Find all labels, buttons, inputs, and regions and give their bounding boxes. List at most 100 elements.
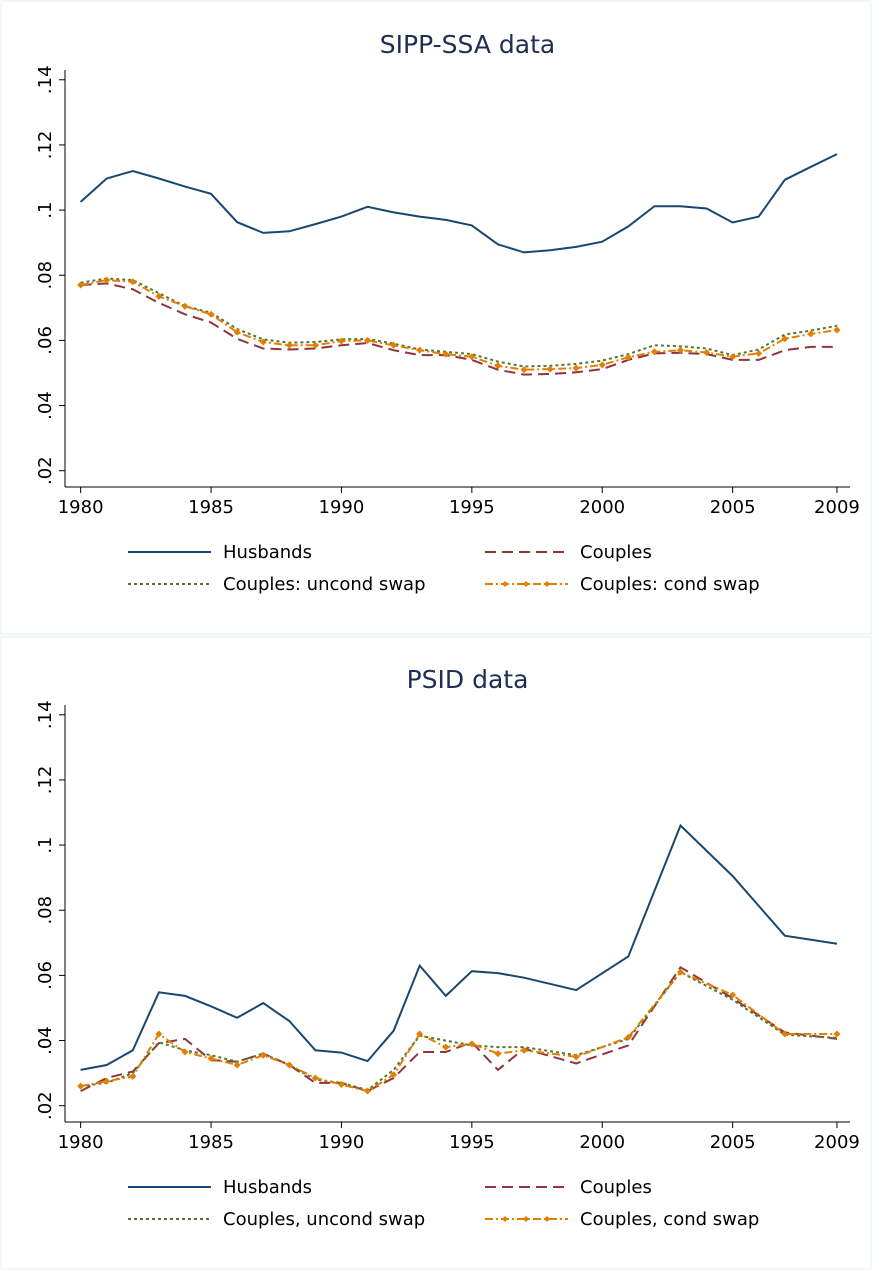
series-marker — [337, 337, 345, 345]
series-marker — [676, 968, 684, 976]
series-marker — [703, 348, 711, 356]
series-marker — [833, 1030, 841, 1038]
y-tick-label: .06 — [35, 326, 56, 355]
chart-title: SIPP-SSA data — [380, 30, 555, 59]
series-marker — [103, 276, 111, 284]
series-marker — [233, 1061, 241, 1069]
series-marker — [129, 278, 137, 286]
series-marker — [546, 365, 554, 373]
series-marker — [129, 1072, 137, 1080]
series-marker — [416, 1030, 424, 1038]
series-marker — [233, 328, 241, 336]
x-tick-label: 1990 — [319, 1132, 365, 1153]
series-marker — [155, 292, 163, 300]
legend-label: Couples: uncond swap — [223, 574, 426, 595]
y-tick-label: .1 — [35, 836, 56, 853]
series-line — [80, 279, 838, 371]
series-marker — [520, 366, 528, 374]
y-tick-label: .12 — [35, 131, 56, 160]
series-marker — [259, 1051, 267, 1059]
series-marker — [494, 1050, 502, 1058]
series-line — [80, 823, 838, 1071]
legend-marker — [544, 581, 550, 587]
legend-marker — [502, 581, 508, 587]
x-tick-label: 2009 — [814, 1132, 860, 1153]
y-tick-label: .14 — [35, 65, 56, 94]
panel — [0, 0, 872, 635]
chart-title: PSID data — [407, 665, 529, 694]
legend-label: Couples — [580, 542, 652, 563]
x-tick-label: 2005 — [710, 497, 756, 518]
series-marker — [572, 1053, 580, 1061]
y-tick-label: .04 — [35, 1026, 56, 1055]
series-marker — [468, 353, 476, 361]
series-marker — [624, 353, 632, 361]
series-line — [79, 153, 838, 254]
series-marker — [442, 350, 450, 358]
x-tick-label: 1995 — [449, 497, 495, 518]
series-marker — [520, 1046, 528, 1054]
x-tick-label: 1985 — [188, 497, 234, 518]
legend-label: Couples, uncond swap — [223, 1209, 425, 1230]
series-marker — [337, 1081, 345, 1089]
y-tick-label: .1 — [35, 201, 56, 218]
y-tick-label: .06 — [35, 961, 56, 990]
series-line — [80, 970, 837, 1093]
series-marker — [364, 336, 372, 344]
series-line — [80, 970, 838, 1092]
series-marker — [572, 364, 580, 372]
x-tick-label: 1990 — [319, 497, 365, 518]
x-tick-label: 1985 — [188, 1132, 234, 1153]
legend-marker — [544, 1216, 550, 1222]
series-marker — [311, 1074, 319, 1082]
series-marker — [781, 335, 789, 343]
series-marker — [155, 1030, 163, 1038]
y-tick-label: .02 — [35, 1091, 56, 1120]
series-marker — [416, 346, 424, 354]
series-marker — [650, 348, 658, 356]
series-marker — [364, 1087, 372, 1095]
x-tick-label: 2005 — [710, 1132, 756, 1153]
legend-marker — [502, 1216, 508, 1222]
series-marker — [181, 1048, 189, 1056]
series-marker — [729, 353, 737, 361]
series-marker — [729, 991, 737, 999]
series-marker — [77, 281, 85, 289]
series-marker — [624, 1033, 632, 1041]
series-marker — [833, 326, 841, 334]
x-tick-label: 1980 — [58, 497, 104, 518]
series-marker — [468, 1040, 476, 1048]
x-tick-label: 2009 — [814, 497, 860, 518]
series-marker — [781, 1030, 789, 1038]
y-tick-label: .14 — [35, 700, 56, 729]
series-line — [80, 282, 837, 376]
legend-label: Husbands — [223, 542, 312, 563]
series-marker — [207, 1054, 215, 1062]
y-tick-label: .12 — [35, 766, 56, 795]
y-tick-label: .08 — [35, 261, 56, 290]
series-marker — [755, 349, 763, 357]
legend-label: Couples: cond swap — [580, 574, 760, 595]
series-marker — [103, 1077, 111, 1085]
x-tick-label: 2000 — [579, 1132, 625, 1153]
series-marker — [311, 341, 319, 349]
series-line — [80, 965, 838, 1093]
series-marker — [259, 338, 267, 346]
y-tick-label: .04 — [35, 391, 56, 420]
series-marker — [77, 1082, 85, 1090]
y-tick-label: .02 — [35, 456, 56, 485]
legend-label: Husbands — [223, 1177, 312, 1198]
series-marker — [442, 1043, 450, 1051]
series-marker — [207, 310, 215, 318]
series-marker — [285, 341, 293, 349]
series-marker — [181, 302, 189, 310]
legend-label: Couples, cond swap — [580, 1209, 759, 1230]
x-tick-label: 2000 — [579, 497, 625, 518]
y-tick-label: .08 — [35, 896, 56, 925]
series-marker — [285, 1061, 293, 1069]
x-tick-label: 1980 — [58, 1132, 104, 1153]
series-marker — [390, 1071, 398, 1079]
series-marker — [807, 330, 815, 338]
legend-marker — [523, 581, 529, 587]
